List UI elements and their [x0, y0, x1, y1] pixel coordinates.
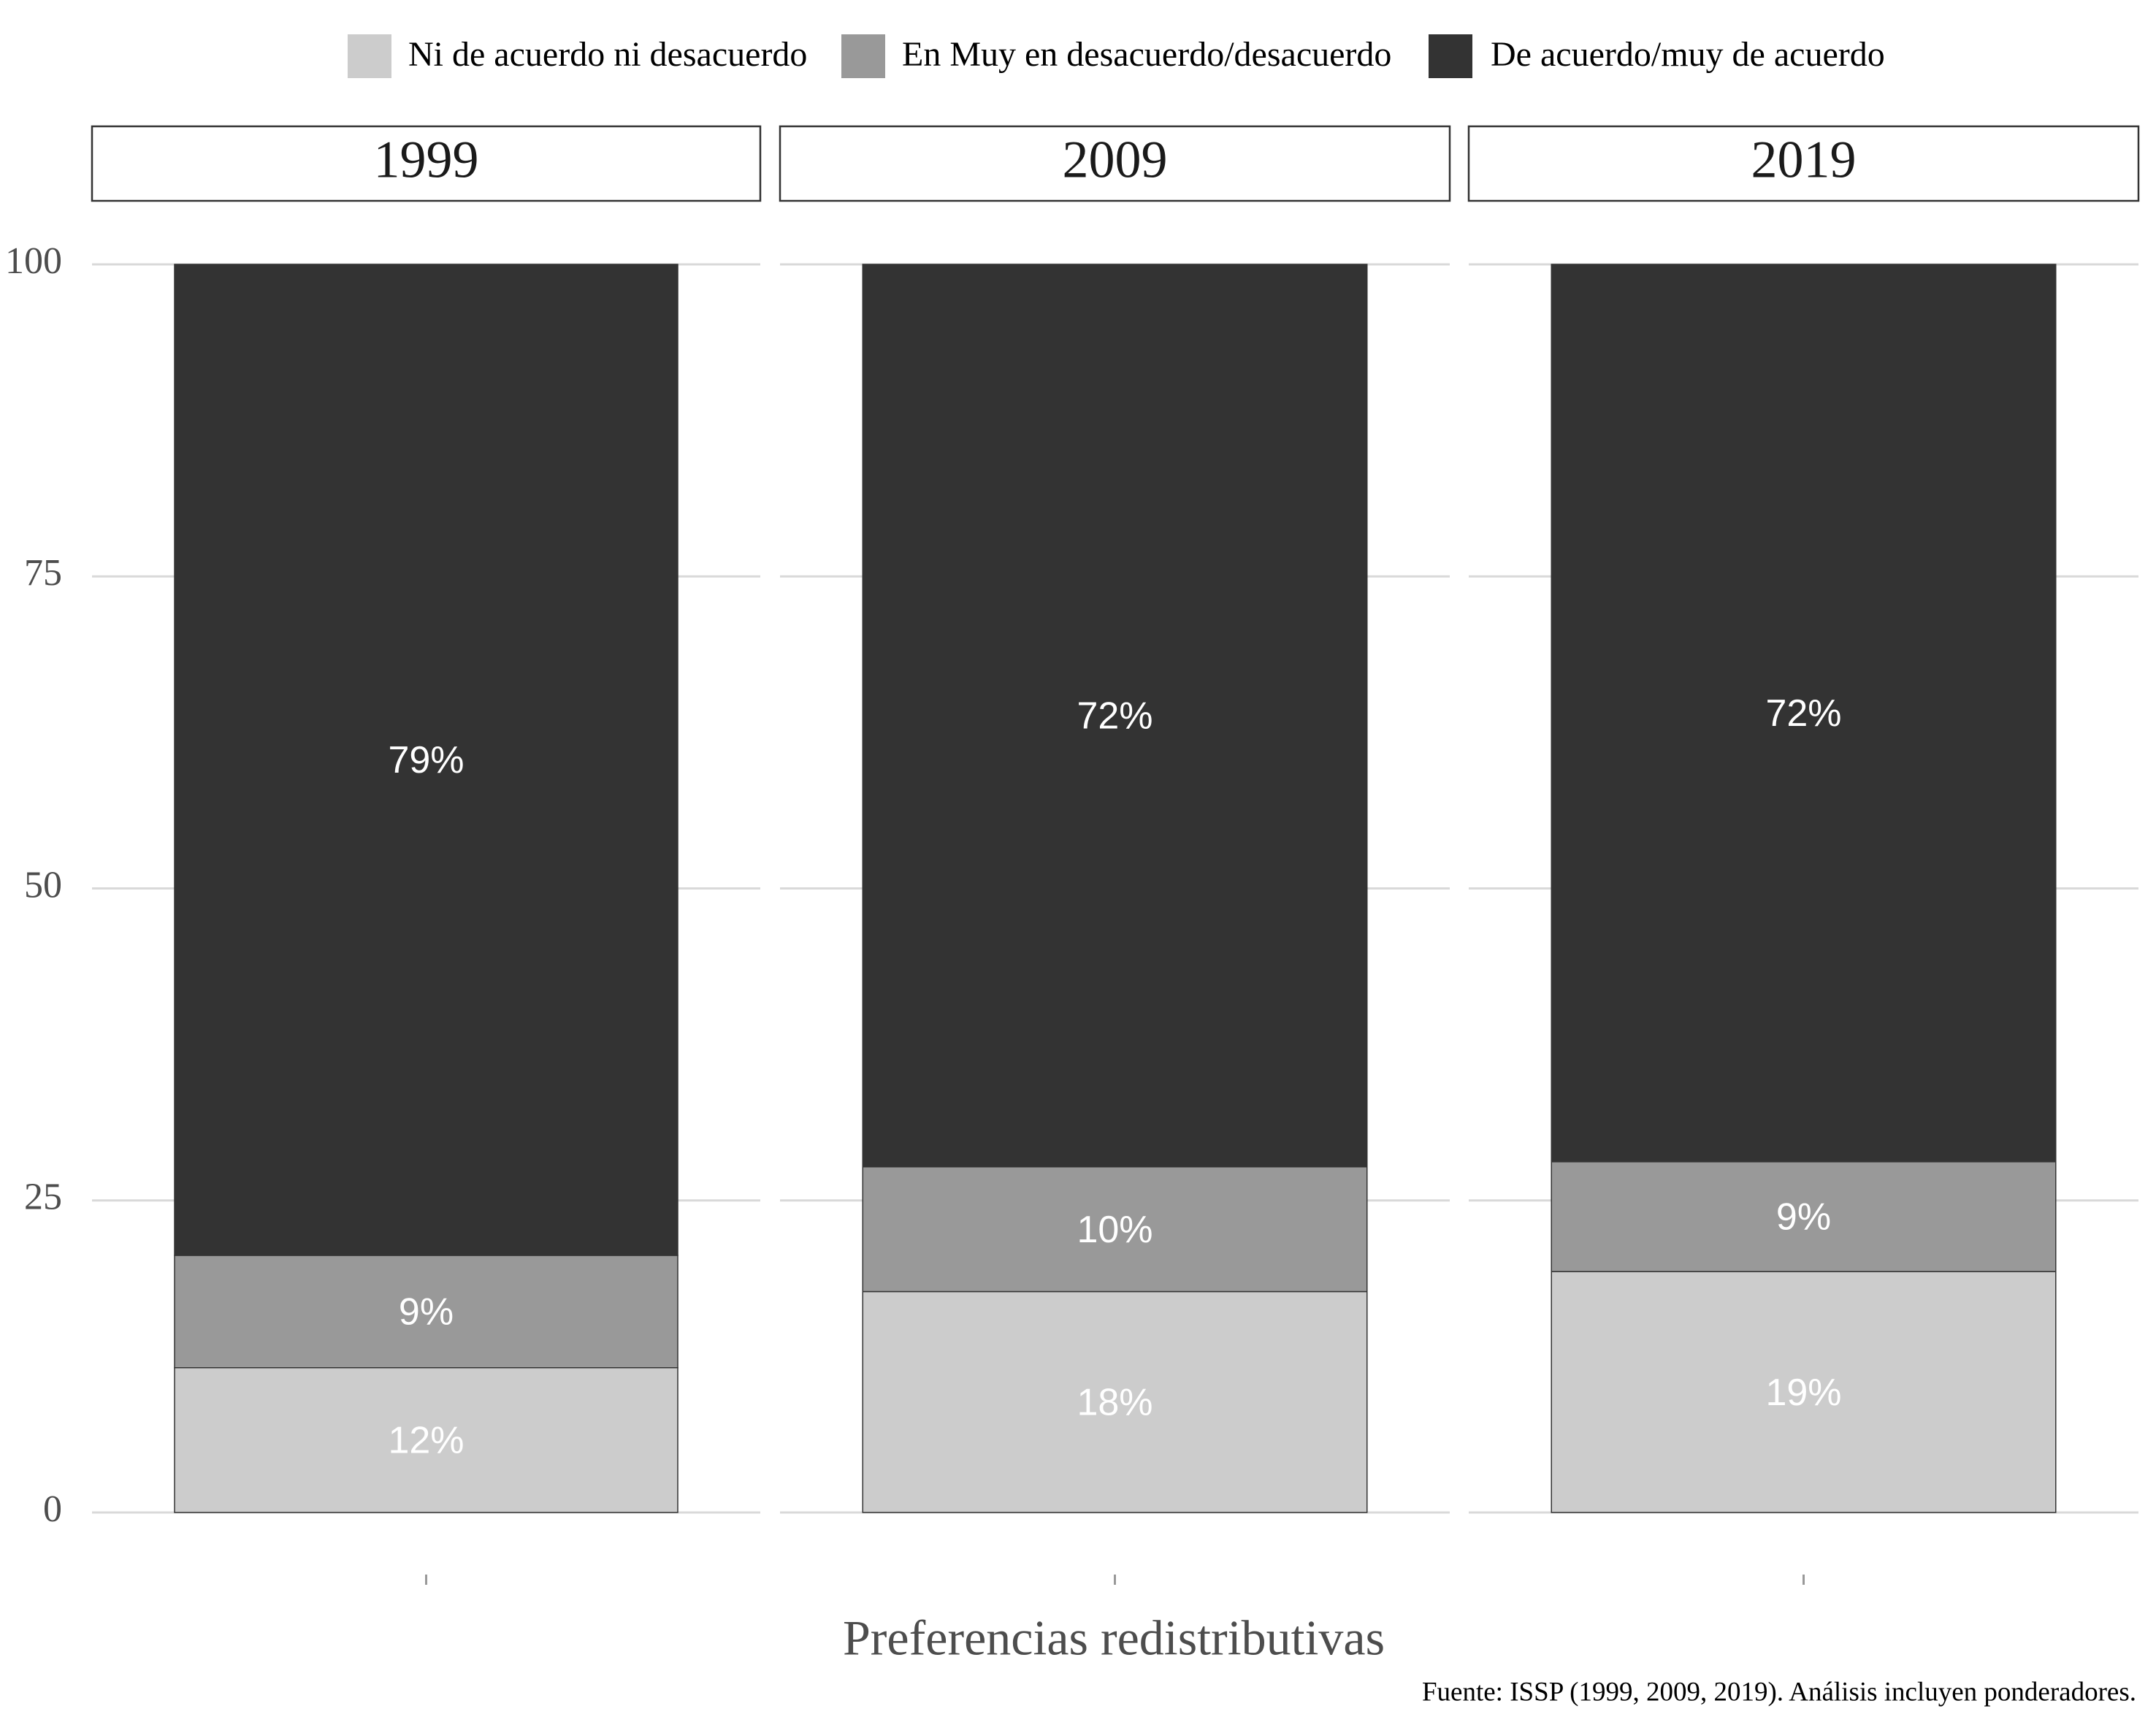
facet-label: 2009: [1063, 131, 1168, 189]
legend-label: Ni de acuerdo ni desacuerdo: [408, 35, 807, 74]
facet-label: 1999: [374, 131, 479, 189]
bar-segment: [1551, 1161, 2057, 1272]
value-label: 72%: [1077, 695, 1152, 738]
caption: Fuente: ISSP (1999, 2009, 2019). Análisi…: [1422, 1677, 2136, 1707]
bar-segment: [1551, 264, 2057, 1163]
value-label: 9%: [399, 1291, 454, 1334]
y-tick-label: 25: [24, 1177, 62, 1218]
value-label: 79%: [388, 739, 464, 781]
bar-segment: [1551, 1271, 2057, 1513]
value-label: 19%: [1765, 1372, 1841, 1414]
facet-label: 2019: [1751, 131, 1857, 189]
y-tick-label: 100: [5, 240, 62, 282]
y-tick-label: 75: [24, 552, 62, 594]
y-tick-label: 50: [24, 864, 62, 906]
x-axis-title: Preferencias redistributivas: [843, 1610, 1385, 1666]
value-label: 72%: [1765, 692, 1841, 735]
bar-segment: [174, 1367, 678, 1513]
legend-swatch: [348, 34, 391, 78]
legend-label: En Muy en desacuerdo/desacuerdo: [902, 35, 1391, 74]
value-label: 9%: [1776, 1196, 1831, 1239]
value-label: 10%: [1077, 1209, 1152, 1251]
facet-strip: [779, 125, 1451, 202]
legend-swatch: [1429, 34, 1472, 78]
legend-label: De acuerdo/muy de acuerdo: [1491, 35, 1885, 74]
facet-strip: [1467, 125, 2140, 202]
bar-segment: [174, 1255, 678, 1369]
legend-swatch: [841, 34, 885, 78]
bar-segment: [862, 1166, 1368, 1293]
value-label: 18%: [1077, 1381, 1152, 1423]
y-tick-label: 0: [43, 1488, 62, 1530]
facet-strip: [91, 125, 762, 202]
bar-segment: [862, 1290, 1368, 1513]
value-label: 12%: [388, 1420, 464, 1462]
bar-segment: [174, 264, 678, 1256]
bar-segment: [862, 264, 1368, 1168]
